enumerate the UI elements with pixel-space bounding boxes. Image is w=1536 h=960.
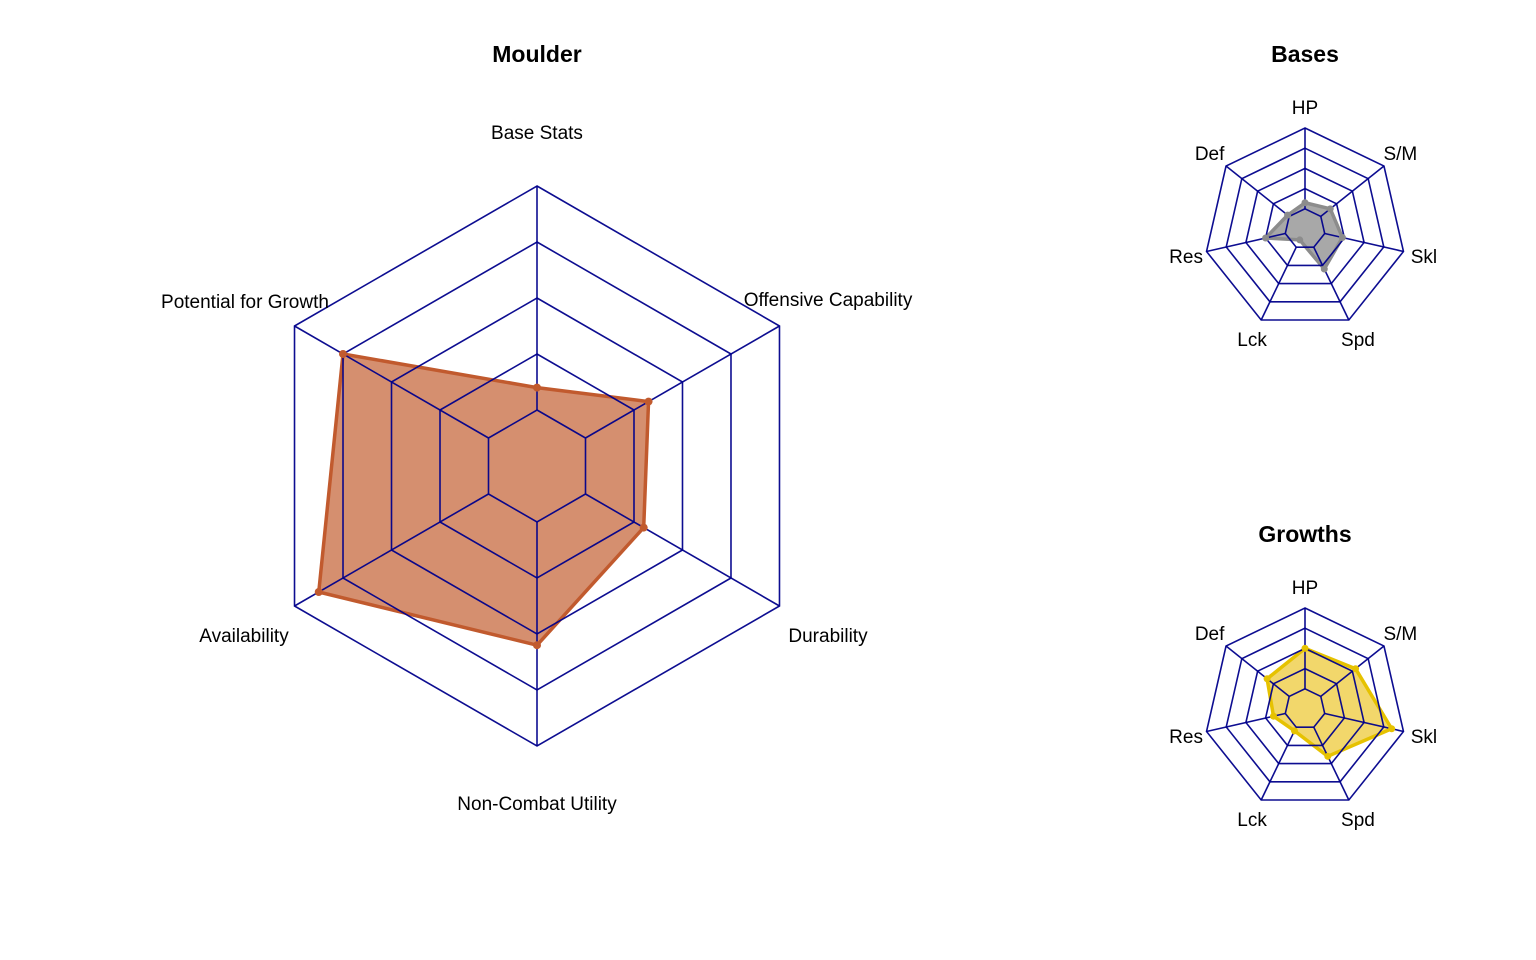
moulder-point-potential-for-growth	[339, 350, 348, 358]
bases-axis-label-hp: HP	[1292, 98, 1318, 119]
bases-grid-spoke	[1206, 232, 1286, 253]
growths-axis-label-hp: HP	[1292, 578, 1318, 599]
moulder-point-base-stats	[533, 383, 541, 392]
growths-point-hp	[1301, 644, 1309, 652]
bases-grid-ring	[1264, 187, 1346, 267]
growths-axis-label-spd: Spd	[1341, 810, 1375, 831]
bases-axis-label-s-m: S/M	[1383, 144, 1417, 165]
bases-axis-label-def: Def	[1195, 144, 1225, 165]
bases-grid-spoke	[1313, 246, 1350, 321]
moulder-grid-spoke	[585, 493, 780, 607]
bases-point-skl	[1338, 234, 1346, 242]
bases-axis-label-res: Res	[1169, 247, 1203, 268]
bases-point-def	[1284, 211, 1292, 219]
moulder-grid-spoke	[585, 325, 780, 439]
moulder-axis-label-availability: Availability	[199, 626, 289, 647]
bases-point-res	[1262, 234, 1270, 242]
bases-radar-chart: Bases HP S/M Skl Spd Lck Res Def	[1169, 41, 1437, 351]
moulder-grid-spoke	[294, 325, 489, 439]
moulder-axis-label-non-combat-utility: Non-Combat Utility	[457, 794, 617, 815]
growths-point-lck	[1290, 727, 1298, 735]
moulder-axis-label-potential-for-growth: Potential for Growth	[161, 292, 329, 313]
moulder-point-offensive-capability	[644, 397, 653, 406]
bases-grid-ring	[1284, 207, 1326, 248]
growths-axis-label-lck: Lck	[1237, 810, 1267, 831]
bases-point-spd	[1320, 265, 1328, 273]
moulder-point-durability	[639, 523, 648, 532]
growths-point-skl	[1388, 725, 1396, 733]
growths-grid-spoke	[1320, 645, 1385, 698]
bases-point-hp	[1301, 199, 1309, 207]
growths-grid-spoke	[1225, 645, 1290, 698]
growths-grid-ring	[1264, 667, 1346, 747]
growths-point-def	[1263, 675, 1271, 683]
growths-point-spd	[1324, 752, 1332, 760]
bases-grid-ring	[1205, 127, 1405, 321]
moulder-axis-label-durability: Durability	[788, 626, 868, 647]
growths-axis-label-def: Def	[1195, 624, 1225, 645]
bases-grid-spoke	[1324, 232, 1404, 253]
moulder-grid-spoke	[294, 493, 489, 607]
growths-grid-ring	[1284, 687, 1326, 728]
moulder-point-availability	[314, 588, 323, 596]
bases-axis-label-spd: Spd	[1341, 330, 1375, 351]
growths-point-res	[1269, 712, 1277, 720]
moulder-radar-chart: Moulder Base Stats Offensive Capability Du…	[161, 41, 913, 815]
moulder-data-area	[317, 352, 651, 647]
bases-data-area	[1263, 200, 1345, 271]
growths-radar-chart: Growths HP S/M Skl Spd Lck Res Def	[1169, 521, 1437, 831]
moulder-point-non-combat-utility	[533, 641, 541, 650]
growths-axis-label-skl: Skl	[1411, 727, 1437, 748]
growths-axis-label-s-m: S/M	[1383, 624, 1417, 645]
growths-data-area	[1265, 646, 1394, 759]
moulder-axis-label-offensive-capability: Offensive Capability	[744, 290, 913, 311]
moulder-chart-title: Moulder	[492, 41, 581, 67]
bases-grid-spoke	[1225, 165, 1290, 218]
bases-grid-spoke	[1260, 246, 1297, 321]
bases-point-s-m	[1326, 205, 1334, 213]
bases-grid-ring	[1225, 147, 1385, 303]
growths-point-s-m	[1352, 665, 1360, 673]
growths-grid-ring	[1225, 627, 1385, 783]
growths-grid-ring	[1205, 607, 1405, 801]
moulder-axis-label-base-stats: Base Stats	[491, 123, 583, 144]
growths-grid-ring	[1245, 647, 1365, 765]
bases-axis-label-skl: Skl	[1411, 247, 1437, 268]
bases-axis-label-lck: Lck	[1237, 330, 1267, 351]
growths-chart-title: Growths	[1258, 521, 1351, 547]
bases-chart-title: Bases	[1271, 41, 1339, 67]
bases-point-lck	[1296, 236, 1304, 244]
growths-grid-spoke	[1313, 726, 1350, 801]
bases-grid-ring	[1245, 167, 1365, 285]
growths-axis-label-res: Res	[1169, 727, 1203, 748]
growths-grid-spoke	[1260, 726, 1297, 801]
